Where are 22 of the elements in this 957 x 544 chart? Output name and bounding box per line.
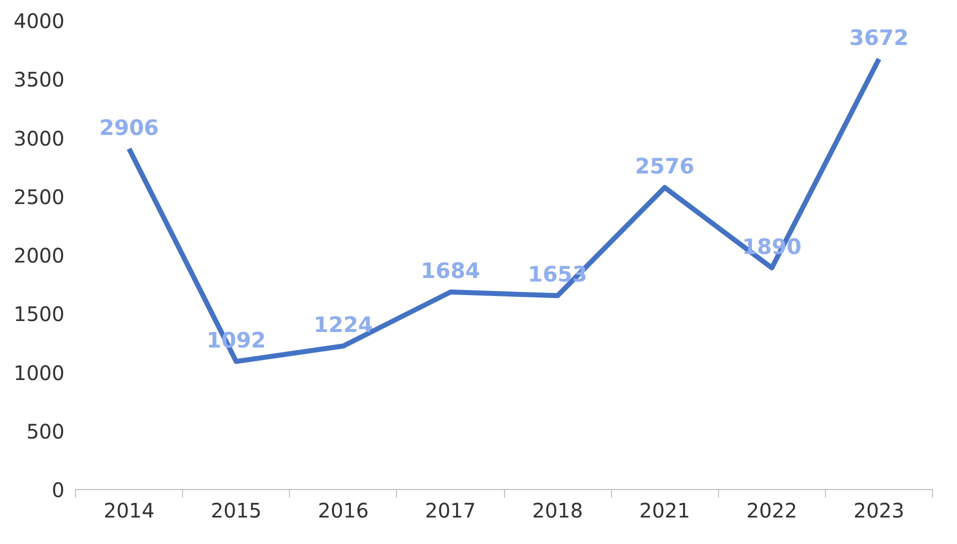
y-tick-label: 2500 [14,184,65,209]
data-label: 1224 [314,312,374,338]
y-tick-label: 3000 [14,126,65,150]
y-tick-label: 1000 [14,360,65,385]
y-tick-label: 4000 [14,9,65,33]
x-tick-label: 2021 [639,498,690,522]
y-tick-label: 3500 [14,68,65,92]
x-tick-label: 2017 [424,498,476,522]
x-tick-label: 2016 [318,498,369,522]
x-tick-label: 2018 [532,498,584,522]
y-tick-label: 500 [26,419,65,444]
data-label: 3672 [849,26,909,51]
y-tick-label: 1500 [14,302,65,326]
y-tick-label: 2000 [14,244,65,268]
x-tick-label: 2014 [104,498,155,522]
y-tick-label: 0 [52,478,65,502]
data-label: 1684 [420,259,480,284]
data-label: 2576 [635,154,694,180]
x-tick-label: 2023 [853,498,904,522]
x-tick-label: 2015 [210,498,262,522]
x-tick-label: 2022 [746,498,798,522]
data-label: 2906 [99,116,159,141]
